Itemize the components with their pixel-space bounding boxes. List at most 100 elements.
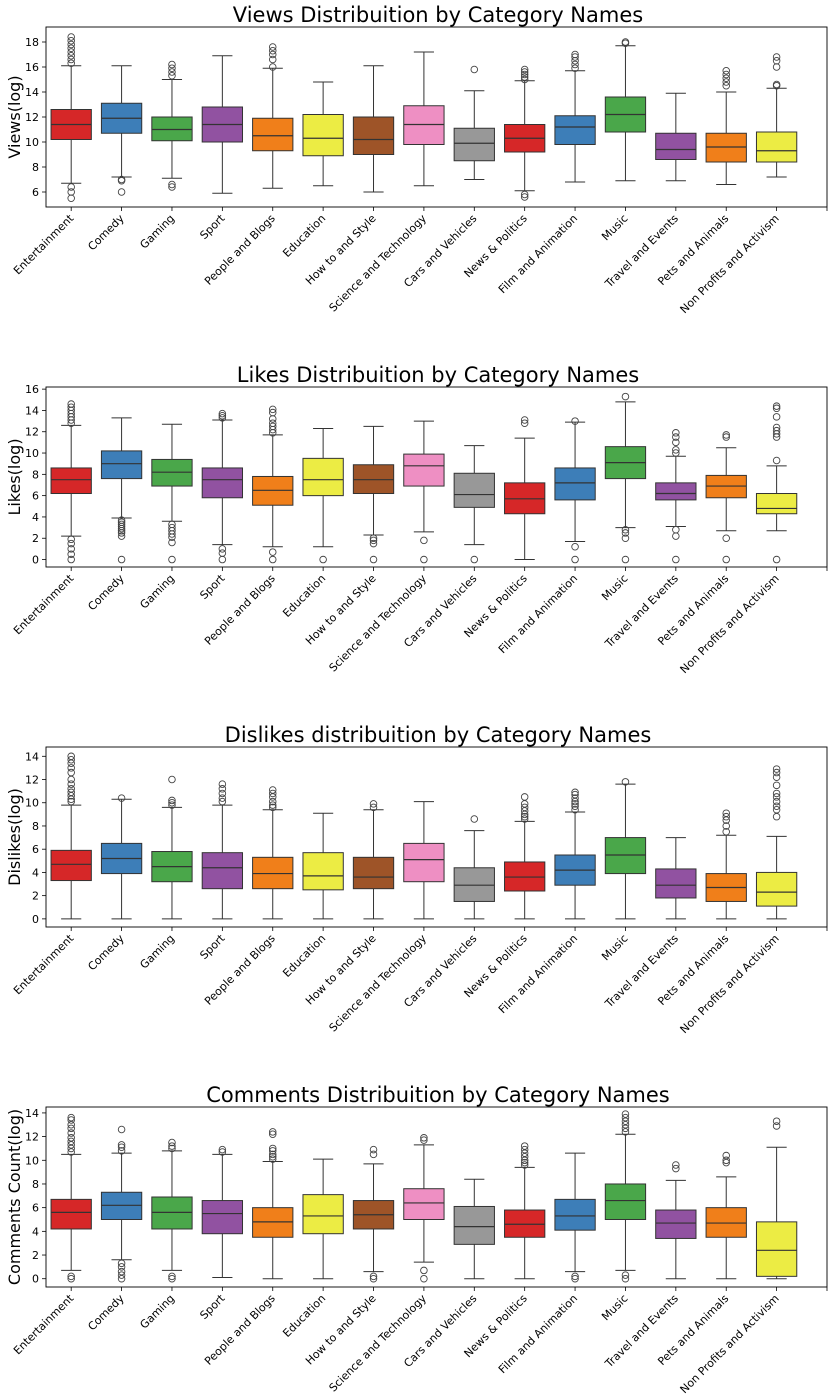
outlier-point <box>520 1158 529 1167</box>
outlier-point <box>520 793 529 801</box>
outlier-point <box>168 1272 176 1281</box>
outlier-point <box>369 1150 378 1159</box>
y-tick-label: 0 <box>32 554 39 567</box>
outlier-point <box>268 548 277 556</box>
iqr-box <box>151 116 193 142</box>
outlier-point <box>672 433 680 441</box>
outlier-point <box>268 55 277 64</box>
y-tick-label: 2 <box>32 1249 39 1262</box>
y-tick-label: 10 <box>25 447 39 460</box>
box-non-profits-and-activism <box>755 402 798 564</box>
y-tick-label: 14 <box>25 750 39 763</box>
outlier-point <box>117 1141 126 1149</box>
y-axis-label: Dislikes(log) <box>5 788 24 886</box>
outlier-point <box>67 59 75 68</box>
box-pets-and-animals <box>705 431 747 564</box>
outlier-point <box>218 555 227 564</box>
outlier-point <box>420 1266 428 1275</box>
plot-frame <box>45 1106 828 1288</box>
y-tick-label: 8 <box>32 820 39 833</box>
box-pets-and-animals <box>705 66 747 185</box>
iqr-box <box>453 472 495 508</box>
box-film-and-animation <box>554 788 596 920</box>
outlier-point <box>369 536 378 545</box>
outlier-point <box>268 419 277 427</box>
outlier-point <box>268 1155 277 1163</box>
outlier-point <box>67 756 75 764</box>
iqr-box <box>252 117 294 152</box>
outlier-point <box>420 1274 428 1283</box>
outlier-point <box>571 790 579 799</box>
box-music <box>604 38 647 182</box>
outlier-point <box>672 1164 680 1173</box>
outlier-point <box>67 752 75 761</box>
outlier-point <box>268 405 277 414</box>
outlier-point <box>268 803 277 812</box>
y-tick-label: 10 <box>25 797 39 810</box>
box-entertainment <box>50 33 92 202</box>
iqr-box <box>655 482 697 501</box>
outlier-point <box>168 64 176 72</box>
y-tick-label: 0 <box>32 1273 39 1286</box>
outlier-point <box>67 539 75 548</box>
outlier-point <box>67 764 75 772</box>
outlier-point <box>722 555 730 564</box>
outlier-point <box>722 812 730 821</box>
box-news-politics <box>504 793 546 920</box>
outlier-point <box>168 180 176 189</box>
outlier-point <box>168 801 176 809</box>
outlier-point <box>67 1124 75 1133</box>
y-tick-label: 6 <box>32 186 39 199</box>
box-travel-and-events <box>655 837 697 920</box>
iqr-box <box>453 1205 495 1245</box>
box-music <box>604 392 647 564</box>
outlier-point <box>218 545 227 553</box>
outlier-point <box>772 789 781 798</box>
outlier-point <box>67 545 75 553</box>
outlier-point <box>470 65 479 74</box>
outlier-point <box>722 1151 730 1160</box>
outlier-point <box>772 768 781 777</box>
outlier-point <box>168 538 176 547</box>
box-comedy <box>100 417 143 564</box>
box-news-politics <box>504 65 546 201</box>
outlier-point <box>168 1138 176 1147</box>
outlier-point <box>268 797 277 806</box>
outlier-point <box>672 438 680 447</box>
iqr-box <box>453 127 495 162</box>
outlier-point <box>268 422 277 431</box>
outlier-point <box>117 555 126 564</box>
iqr-box <box>655 1209 697 1239</box>
chart-title: Views Distribuition by Category Names <box>233 3 643 27</box>
outlier-point <box>520 416 529 424</box>
outlier-point <box>672 429 680 437</box>
outlier-point <box>772 1117 781 1125</box>
outlier-point <box>621 1117 630 1125</box>
outlier-point <box>67 1134 75 1142</box>
outlier-point <box>621 778 630 786</box>
outlier-point <box>168 533 176 541</box>
box-education <box>302 1158 344 1280</box>
box-non-profits-and-activism <box>755 1117 798 1280</box>
outlier-point <box>67 768 75 777</box>
outlier-point <box>571 1274 579 1283</box>
iqr-box <box>554 467 596 501</box>
box-cars-and-vehicles <box>453 815 495 920</box>
iqr-box <box>50 467 92 495</box>
outlier-point <box>571 64 579 72</box>
outlier-point <box>268 801 277 809</box>
outlier-point <box>772 802 781 810</box>
box-how-to-and-style <box>352 65 395 193</box>
outlier-point <box>67 403 75 411</box>
outlier-point <box>67 1129 75 1137</box>
outlier-point <box>268 408 277 417</box>
outlier-point <box>672 446 680 454</box>
outlier-point <box>772 781 781 790</box>
outlier-point <box>67 194 75 202</box>
outlier-point <box>772 456 781 465</box>
outlier-point <box>268 1150 277 1159</box>
box-non-profits-and-activism <box>755 53 798 178</box>
outlier-point <box>520 68 529 76</box>
box-news-politics <box>504 1142 546 1280</box>
box-gaming <box>151 1138 193 1283</box>
